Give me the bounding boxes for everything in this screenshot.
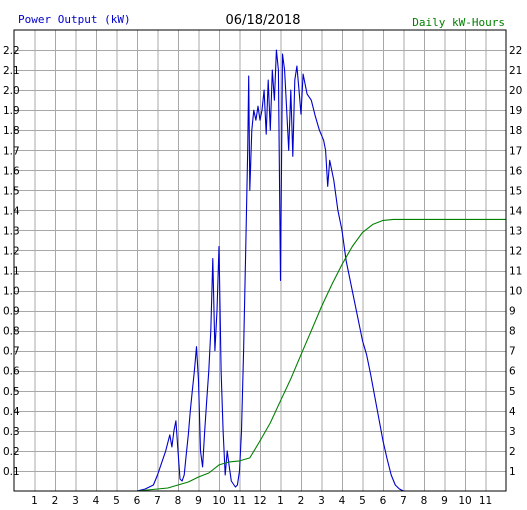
power-tick-label: 1.4 [3,205,20,217]
power-tick-label: 0.4 [3,406,20,418]
energy-tick-label: 10 [509,286,522,298]
hour-tick-label: 9 [441,495,448,507]
hour-tick-label: 6 [134,495,141,507]
energy-tick-label: 17 [509,145,522,157]
energy-tick-label: 18 [509,125,522,137]
energy-tick-label: 5 [509,386,516,398]
energy-tick-label: 4 [509,406,516,418]
hour-tick-label: 7 [400,495,407,507]
power-output-line [136,49,404,492]
hour-tick-label: 2 [52,495,59,507]
hour-tick-label: 6 [380,495,387,507]
energy-tick-label: 14 [509,205,523,217]
daily-kwh-axis-label: Daily kW-Hours [412,16,505,29]
hour-tick-label: 5 [359,495,366,507]
energy-tick-label: 20 [509,85,522,97]
series-lines [136,49,506,492]
power-tick-label: 1.1 [3,266,20,278]
power-tick-label: 1.2 [3,245,20,257]
hour-tick-label: 11 [479,495,492,507]
power-tick-label: 0.9 [3,306,20,318]
hour-tick-label: 1 [31,495,38,507]
energy-tick-label: 13 [509,225,522,237]
energy-tick-label: 16 [509,165,523,177]
power-tick-label: 0.8 [3,326,20,338]
energy-tick-label: 22 [509,45,522,57]
energy-tick-label: 21 [509,65,522,77]
power-tick-label: 1.0 [3,286,20,298]
hour-tick-label: 10 [458,495,471,507]
energy-tick-label: 19 [509,105,522,117]
energy-tick-label: 12 [509,245,522,257]
hour-tick-label: 4 [339,495,346,507]
hour-tick-label: 11 [233,495,246,507]
energy-tick-label: 3 [509,426,516,438]
hour-tick-label: 8 [175,495,182,507]
energy-tick-label: 6 [509,366,516,378]
power-output-axis-label: Power Output (kW) [18,13,131,26]
energy-tick-label: 9 [509,306,516,318]
chart-date: 06/18/2018 [226,13,301,28]
power-tick-label: 1.8 [3,125,20,137]
power-tick-label: 0.6 [3,366,20,378]
power-tick-label: 1.9 [3,105,20,117]
hour-axis-ticks: 1 2 3 4 5 6 7 8 9 10 11 12 1 2 3 4 5 6 7 8 9 10 11 [31,495,492,507]
power-tick-label: 0.2 [3,446,20,458]
hour-tick-label: 5 [113,495,120,507]
energy-tick-label: 1 [509,466,516,478]
power-tick-label: 0.1 [3,466,20,478]
energy-tick-label: 7 [509,346,516,358]
daily-kwh-line [136,218,506,492]
hour-tick-label: 2 [298,495,305,507]
power-axis-ticks: 0.1 0.2 0.3 0.4 0.5 0.6 0.7 0.8 0.9 1.0 1.1 1.2 1.3 1… [3,45,20,478]
hour-tick-label: 1 [277,495,284,507]
plot-frame [13,29,507,492]
energy-tick-label: 2 [509,446,516,458]
grid [14,30,506,491]
hour-tick-label: 3 [72,495,79,507]
hour-tick-label: 3 [318,495,325,507]
energy-tick-label: 15 [509,185,522,197]
power-tick-label: 2.0 [3,85,20,97]
power-tick-label: 0.7 [3,346,20,358]
power-tick-label: 2.1 [3,65,20,77]
power-tick-label: 0.3 [3,426,20,438]
power-tick-label: 0.5 [3,386,20,398]
power-tick-label: 1.5 [3,185,20,197]
hour-tick-label: 4 [93,495,100,507]
power-tick-label: 1.7 [3,145,20,157]
power-tick-label: 2.2 [3,45,20,57]
hour-tick-label: 8 [421,495,428,507]
energy-tick-label: 8 [509,326,516,338]
hour-tick-label: 9 [195,495,202,507]
hour-tick-label: 7 [154,495,161,507]
power-tick-label: 1.3 [3,225,20,237]
hour-tick-label: 12 [253,495,266,507]
hour-tick-label: 10 [212,495,225,507]
power-tick-label: 1.6 [3,165,20,177]
energy-tick-label: 11 [509,266,522,278]
